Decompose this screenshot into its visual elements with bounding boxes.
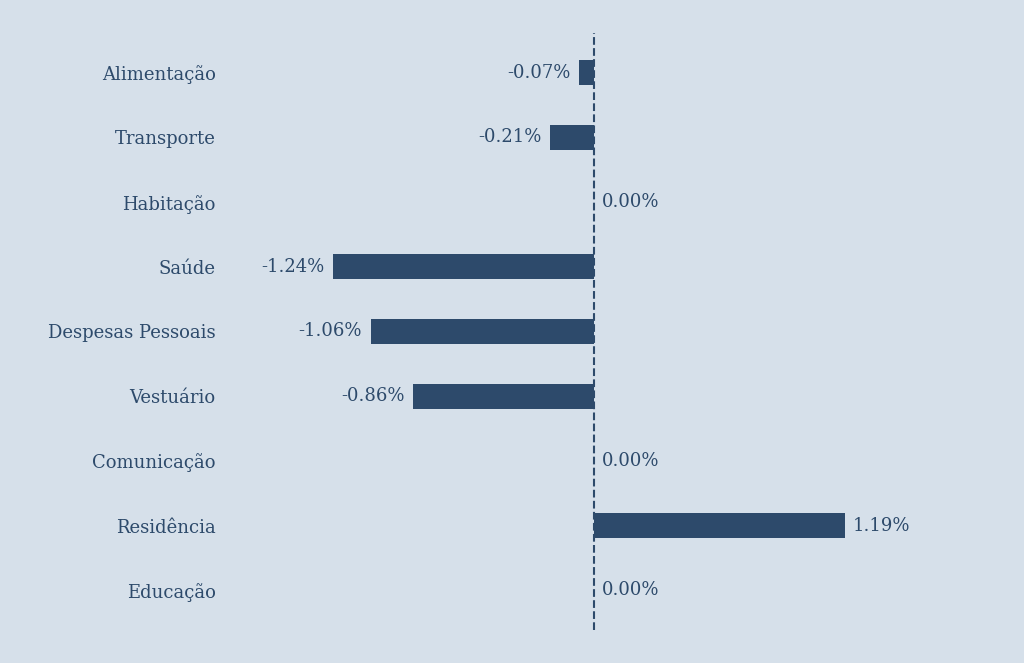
Text: 0.00%: 0.00% (602, 452, 659, 470)
Text: 0.00%: 0.00% (602, 193, 659, 211)
Text: 1.19%: 1.19% (853, 516, 910, 534)
Text: -1.24%: -1.24% (261, 258, 325, 276)
Bar (333, 255, 594, 279)
Bar (550, 125, 594, 150)
Bar (371, 319, 594, 344)
Text: -1.06%: -1.06% (299, 322, 362, 341)
Bar (594, 513, 845, 538)
Bar (413, 384, 594, 408)
Text: -0.07%: -0.07% (507, 64, 570, 82)
Text: -0.86%: -0.86% (341, 387, 404, 405)
Bar (580, 60, 594, 85)
Text: 0.00%: 0.00% (602, 581, 659, 599)
Text: -0.21%: -0.21% (478, 129, 542, 147)
